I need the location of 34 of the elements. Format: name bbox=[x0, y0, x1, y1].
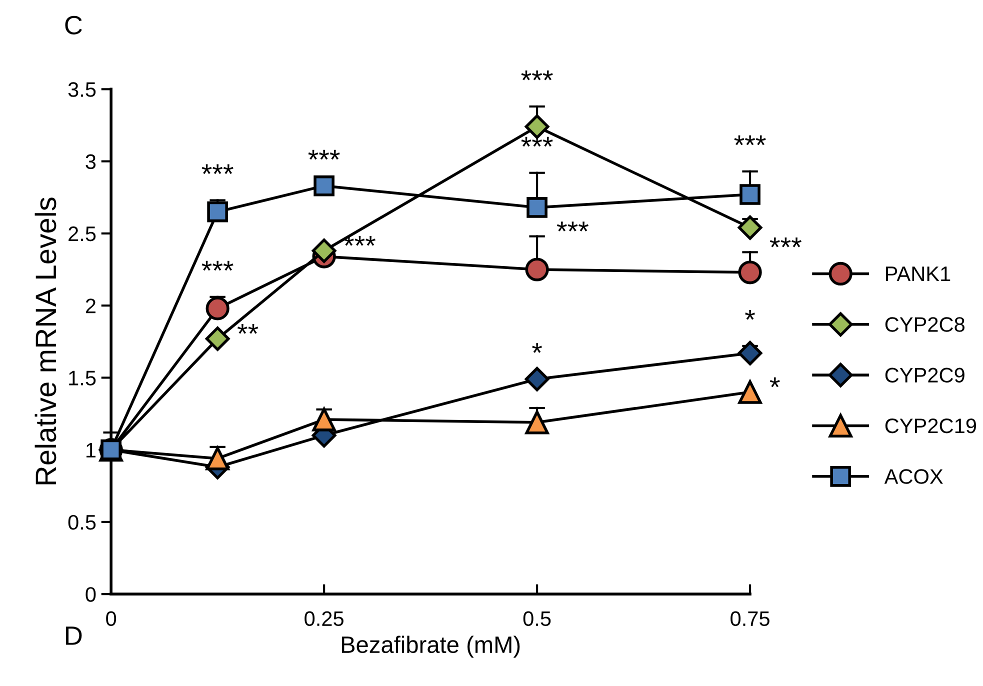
annotation: *** bbox=[202, 164, 234, 174]
annotation: * bbox=[745, 310, 755, 320]
y-axis-title: Relative mRNA Levels bbox=[34, 198, 56, 484]
y-tick-label: 0 bbox=[86, 587, 96, 602]
y-tick-label: 1.5 bbox=[69, 370, 96, 386]
annotation: * bbox=[770, 377, 780, 388]
text: D bbox=[66, 626, 82, 645]
legend-label: CYP2C9 bbox=[885, 368, 964, 383]
annotation: *** bbox=[344, 236, 376, 246]
x-axis-title: Bezafibrate (mM) bbox=[342, 636, 520, 658]
x-tick-label: 0.75 bbox=[730, 611, 770, 626]
y-tick-label: 2 bbox=[86, 298, 96, 314]
annotation: *** bbox=[521, 70, 553, 80]
annotation: *** bbox=[556, 222, 588, 232]
annotation: *** bbox=[308, 150, 340, 160]
annotation: *** bbox=[521, 136, 553, 147]
x-tick-label: 0 bbox=[106, 611, 116, 626]
x-tick-label: 0.5 bbox=[523, 611, 551, 626]
text: C bbox=[65, 16, 82, 35]
x-tick-label: 0.25 bbox=[304, 611, 344, 626]
legend-label: ACOX bbox=[884, 469, 943, 484]
legend-label: CYP2C8 bbox=[885, 317, 964, 332]
y-tick-label: 3.5 bbox=[68, 82, 96, 97]
annotation: ** bbox=[237, 324, 258, 334]
y-tick-label: 3 bbox=[86, 154, 96, 170]
y-tick-label: 0.5 bbox=[68, 514, 96, 530]
annotation: *** bbox=[202, 260, 234, 271]
y-tick-label: 2.5 bbox=[68, 226, 96, 242]
annotation: *** bbox=[734, 135, 766, 146]
legend-label: CYP2C19 bbox=[885, 418, 976, 434]
annotation: *** bbox=[770, 237, 802, 248]
annotation: * bbox=[532, 343, 542, 353]
legend-label: PANK1 bbox=[886, 266, 950, 282]
y-tick-label: 1 bbox=[86, 443, 96, 458]
